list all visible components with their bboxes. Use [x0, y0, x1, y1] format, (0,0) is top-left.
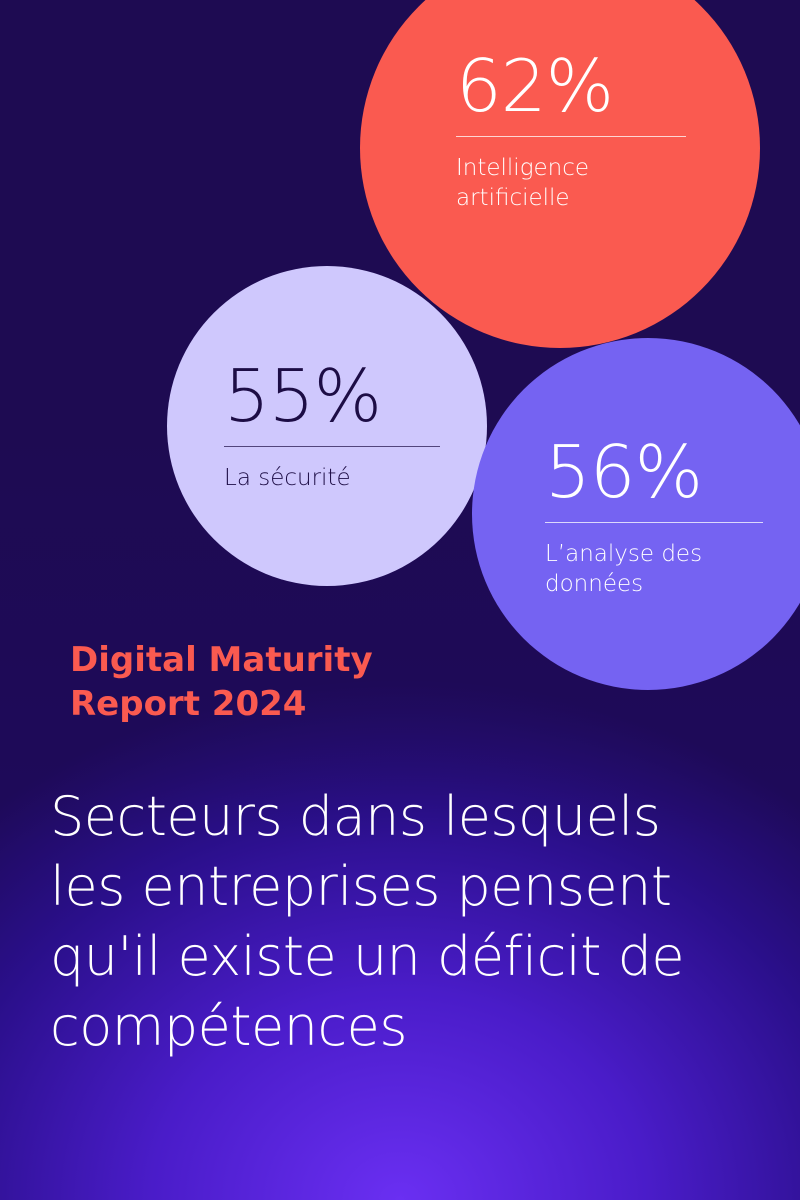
- headline-line3: qu'il existe un déficit de: [50, 925, 685, 988]
- security-stat-label-line1: La sécurité: [224, 465, 351, 491]
- data-analysis-stat-circle: [472, 338, 800, 690]
- headline: Secteurs dans lesquels les entreprises p…: [50, 782, 770, 1062]
- security-stat-value: 55%: [224, 354, 382, 438]
- security-stat-circle: [167, 266, 487, 586]
- ai-stat-divider: [456, 136, 686, 137]
- data-analysis-stat: 56% L’analyse des données: [545, 436, 763, 599]
- data-analysis-stat-label: L’analyse des données: [545, 539, 763, 599]
- headline-line1: Secteurs dans lesquels: [50, 785, 661, 848]
- headline-line4: compétences: [50, 995, 408, 1058]
- data-analysis-stat-divider: [545, 522, 763, 523]
- report-title-line2: Report 2024: [70, 684, 307, 724]
- ai-stat-circle: [360, 0, 760, 348]
- data-analysis-stat-value: 56%: [545, 430, 703, 514]
- data-analysis-stat-label-line2: données: [545, 571, 644, 597]
- ai-stat-value: 62%: [456, 44, 614, 128]
- report-title: Digital Maturity Report 2024: [70, 638, 470, 726]
- ai-stat: 62% Intelligence artificielle: [456, 50, 686, 213]
- report-title-line1: Digital Maturity: [70, 640, 373, 680]
- security-stat-divider: [224, 446, 440, 447]
- ai-stat-label: Intelligence artificielle: [456, 153, 686, 213]
- security-stat: 55% La sécurité: [224, 360, 440, 493]
- security-stat-label: La sécurité: [224, 463, 440, 493]
- ai-stat-label-line2: artificielle: [456, 185, 570, 211]
- ai-stat-label-line1: Intelligence: [456, 155, 590, 181]
- data-analysis-stat-label-line1: L’analyse des: [545, 541, 703, 567]
- headline-line2: les entreprises pensent: [50, 855, 672, 918]
